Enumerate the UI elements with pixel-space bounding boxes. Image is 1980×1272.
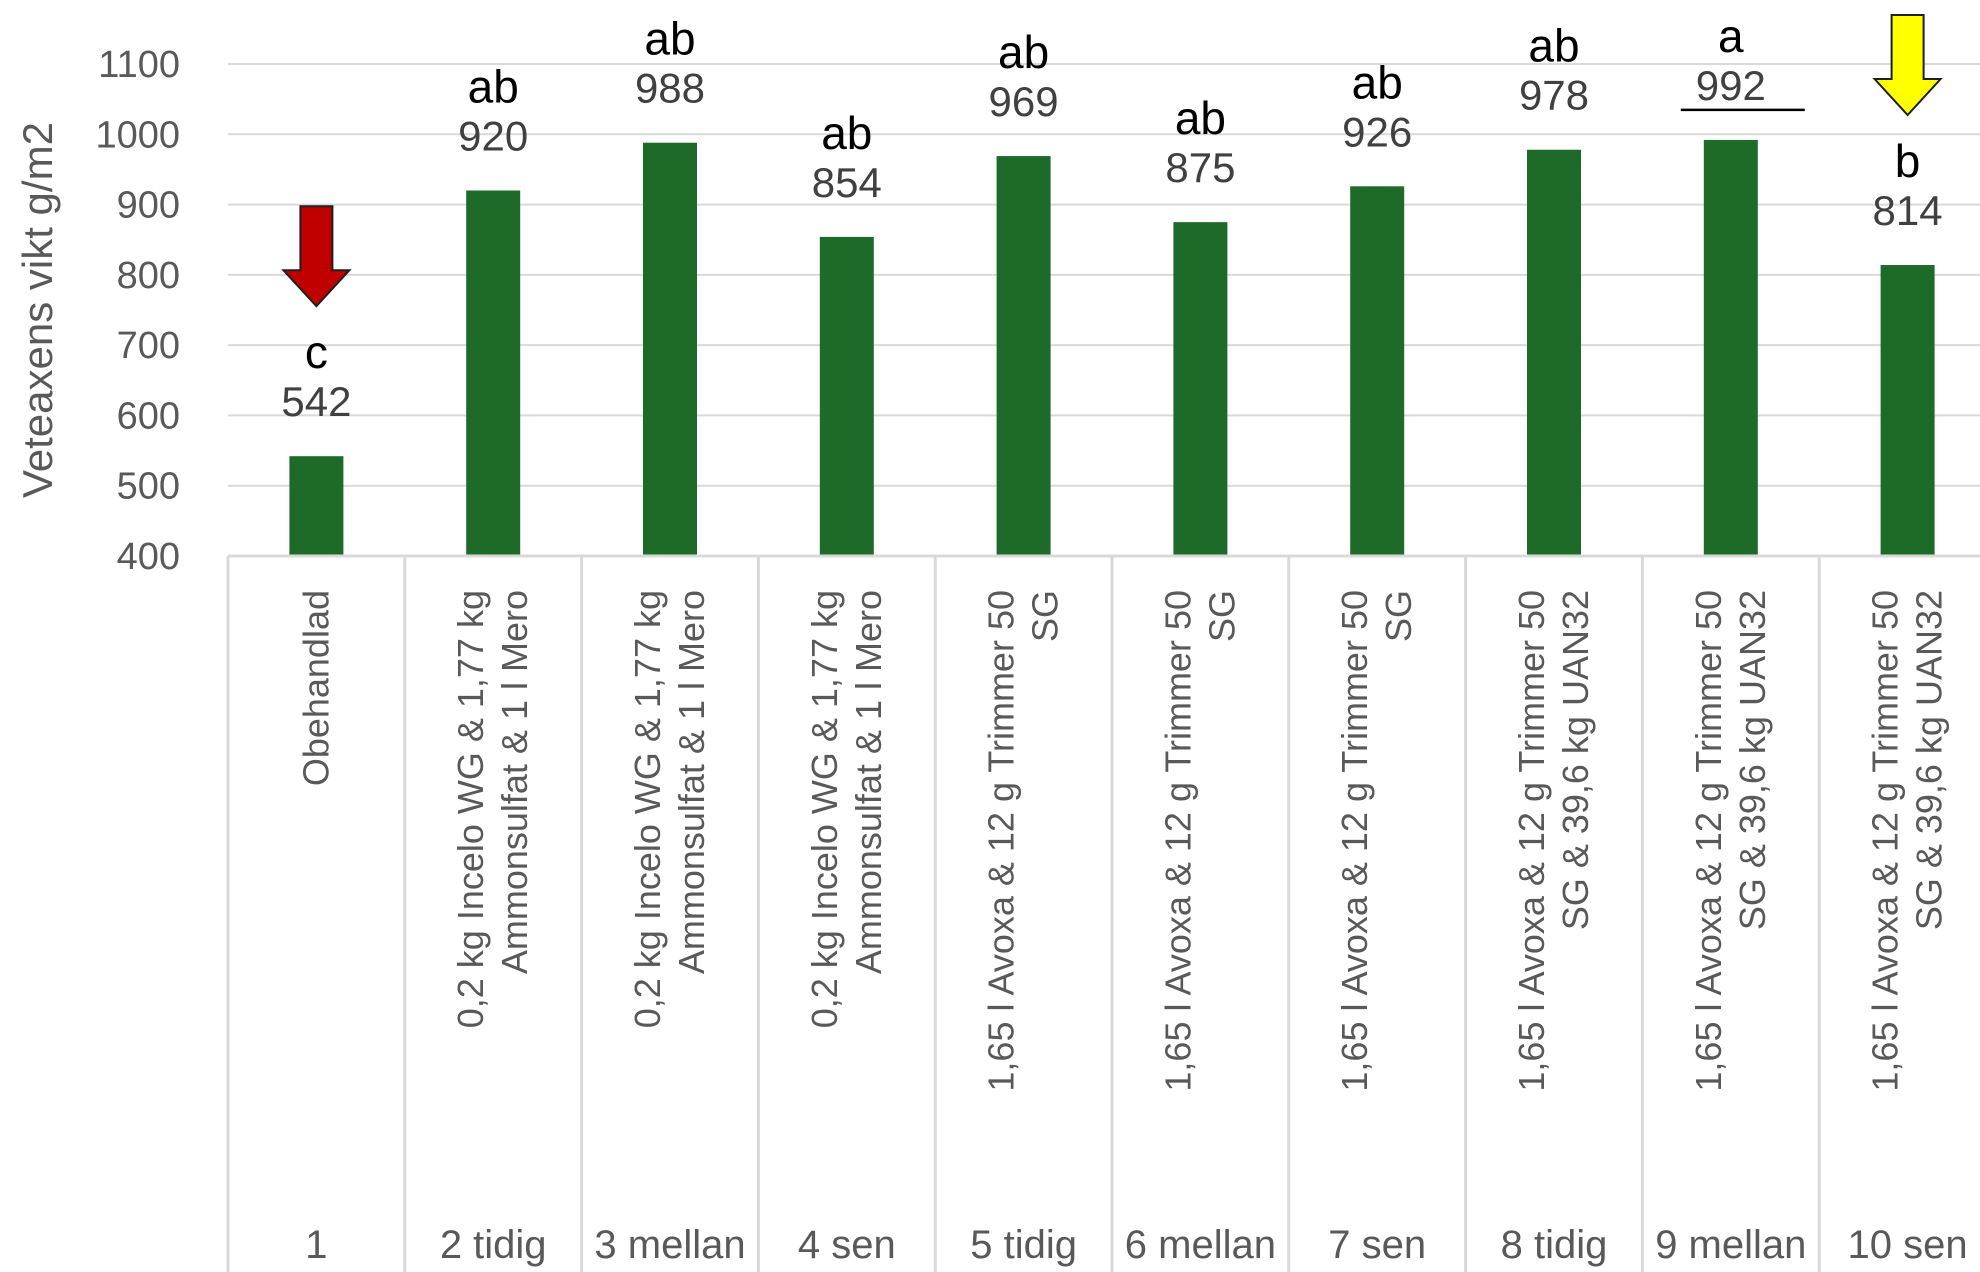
category-level-label: 6 mellan <box>1125 1223 1276 1267</box>
category-label: SG & 39,6 kg UAN32 <box>1555 590 1596 930</box>
category-label: 0,2 kg Incelo WG & 1,77 kg <box>804 590 845 1028</box>
category-label: SG <box>1378 590 1419 642</box>
significance-label: a <box>1718 10 1744 62</box>
arrow-annotation <box>1872 14 1943 117</box>
category-label: 1,65 l Avoxa & 12 g Trimmer 50 <box>1511 590 1552 1092</box>
bar <box>996 156 1051 556</box>
category-level-label: 5 tidig <box>970 1223 1077 1267</box>
y-tick-label: 400 <box>117 536 180 578</box>
category-label: 0,2 kg Incelo WG & 1,77 kg <box>450 590 491 1028</box>
category-level-label: 3 mellan <box>594 1223 745 1267</box>
category-level-label: 7 sen <box>1328 1223 1426 1267</box>
significance-label: b <box>1895 135 1921 187</box>
bar <box>1527 149 1581 556</box>
category-label: SG & 39,6 kg UAN32 <box>1909 590 1950 930</box>
category-level-label: 10 sen <box>1848 1223 1968 1267</box>
category-label: 1,65 l Avoxa & 12 g Trimmer 50 <box>981 590 1022 1092</box>
category-label: 1,65 l Avoxa & 12 g Trimmer 50 <box>1688 590 1729 1092</box>
y-tick-label: 800 <box>117 255 180 297</box>
data-label: 978 <box>1519 72 1589 119</box>
category-label: SG <box>1025 590 1066 642</box>
category-level-label: 1 <box>305 1223 327 1267</box>
y-axis-ticks: 400 500 600 700 800 900 1000 1100 <box>95 44 180 578</box>
bar <box>1173 222 1228 556</box>
y-tick-label: 900 <box>117 185 180 227</box>
category-label: SG <box>1201 590 1242 642</box>
data-label: 988 <box>635 65 705 112</box>
data-label: 814 <box>1873 187 1943 234</box>
y-tick-label: 700 <box>117 325 180 367</box>
data-label: 920 <box>458 113 528 160</box>
category-label: Obehandlad <box>295 590 336 786</box>
data-label: 854 <box>812 159 882 206</box>
y-tick-label: 1100 <box>98 44 180 86</box>
arrow-annotation <box>281 205 352 308</box>
category-label: Ammonsulfat & 1 l Mero <box>494 590 535 974</box>
category-label: Ammonsulfat & 1 l Mero <box>671 590 712 974</box>
y-tick-label: 500 <box>117 466 180 508</box>
annotations <box>281 14 1943 308</box>
category-label: 0,2 kg Incelo WG & 1,77 kg <box>627 590 668 1028</box>
bar <box>466 190 521 556</box>
significance-label: ab <box>468 61 519 113</box>
category-label: Ammonsulfat & 1 l Mero <box>848 590 889 974</box>
significance-label: ab <box>998 26 1049 78</box>
category-level-label: 2 tidig <box>440 1223 547 1267</box>
bar <box>289 456 344 556</box>
data-label: 926 <box>1342 108 1412 155</box>
category-label: 1,65 l Avoxa & 12 g Trimmer 50 <box>1334 590 1375 1092</box>
bar <box>1703 139 1758 556</box>
bar <box>643 142 697 556</box>
significance-label: ab <box>1528 20 1579 72</box>
data-label: 542 <box>281 378 351 425</box>
significance-label: ab <box>1175 92 1226 144</box>
significance-label: c <box>305 326 328 378</box>
significance-label: ab <box>821 107 872 159</box>
category-label: 1,65 l Avoxa & 12 g Trimmer 50 <box>1157 590 1198 1092</box>
bar-series <box>289 139 1935 556</box>
significance-label: ab <box>644 13 695 65</box>
bar <box>1880 265 1935 556</box>
category-label: 1,65 l Avoxa & 12 g Trimmer 50 <box>1865 590 1906 1092</box>
category-label: SG & 39,6 kg UAN32 <box>1732 590 1773 930</box>
bar <box>1350 186 1405 556</box>
data-label: 969 <box>989 78 1059 125</box>
y-axis-label: Veteaxens vikt g/m2 <box>14 122 61 498</box>
data-label: 992 <box>1696 62 1766 109</box>
bar <box>819 236 874 556</box>
category-level-label: 9 mellan <box>1655 1223 1806 1267</box>
significance-label: ab <box>1352 56 1403 108</box>
data-label: 875 <box>1165 144 1235 191</box>
category-level-label: 4 sen <box>798 1223 896 1267</box>
y-tick-label: 1000 <box>95 114 180 156</box>
y-tick-label: 600 <box>117 395 180 437</box>
category-level-label: 8 tidig <box>1501 1223 1608 1267</box>
